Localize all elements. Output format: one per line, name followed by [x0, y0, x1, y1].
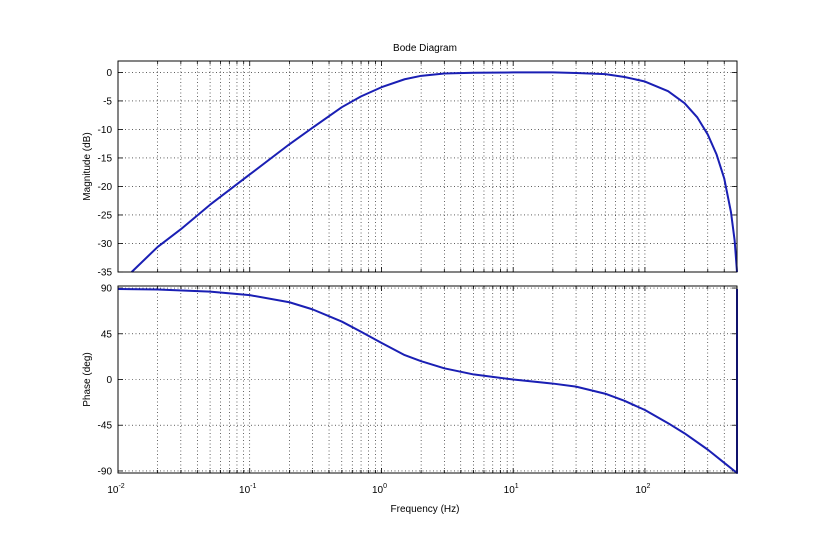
magnitude-y-tick-label: 0 — [106, 68, 112, 79]
phase-y-tick-label: -90 — [98, 466, 113, 477]
phase-plot-area — [117, 285, 738, 474]
frequency-x-tick-label: 102 — [635, 483, 650, 496]
phase-ticks: 90 45 0 -45 -90 10-2 10-1 100 101 102 — [98, 284, 737, 496]
phase-y-tick-label: 0 — [106, 375, 112, 386]
magnitude-curves — [130, 71, 738, 273]
magnitude-frame — [117, 60, 738, 273]
magnitude-y-tick-label: -10 — [98, 125, 113, 136]
magnitude-y-tick-label: -25 — [98, 210, 113, 221]
frequency-x-tick-label: 101 — [504, 483, 519, 496]
phase-y-tick-label: 45 — [101, 329, 113, 340]
magnitude-ticks: 0 -5 -10 -15 -20 -25 -30 -35 — [98, 61, 737, 279]
magnitude-y-tick-label: -15 — [98, 153, 113, 164]
magnitude-axes: 0 -5 -10 -15 -20 -25 -30 -35 Magnitude (dB) — [82, 60, 738, 279]
magnitude-y-tick-label: -30 — [98, 239, 113, 250]
phase-frame — [117, 285, 738, 474]
phase-series-line-0 — [117, 288, 738, 474]
magnitude-plot-area — [117, 60, 738, 273]
magnitude-axis-title: Magnitude (dB) — [82, 132, 93, 200]
phase-y-tick-label: 90 — [101, 284, 113, 295]
magnitude-y-tick-label: -20 — [98, 182, 113, 193]
magnitude-grid — [118, 61, 737, 272]
frequency-x-tick-label: 100 — [372, 483, 387, 496]
frequency-axis-title: Frequency (Hz) — [391, 504, 460, 515]
phase-axes: 90 45 0 -45 -90 10-2 10-1 100 101 102 Phase (deg) — [82, 284, 738, 496]
phase-y-tick-label: -45 — [98, 421, 113, 432]
frequency-x-tick-label: 10-2 — [107, 483, 124, 496]
frequency-x-tick-label: 10-1 — [239, 483, 256, 496]
chart-title: Bode Diagram — [393, 43, 457, 54]
magnitude-y-tick-label: -35 — [98, 268, 113, 279]
magnitude-y-tick-label: -5 — [103, 96, 112, 107]
magnitude-series-line-0 — [130, 71, 738, 273]
phase-axis-title: Phase (deg) — [82, 352, 93, 406]
phase-curves — [117, 288, 738, 474]
